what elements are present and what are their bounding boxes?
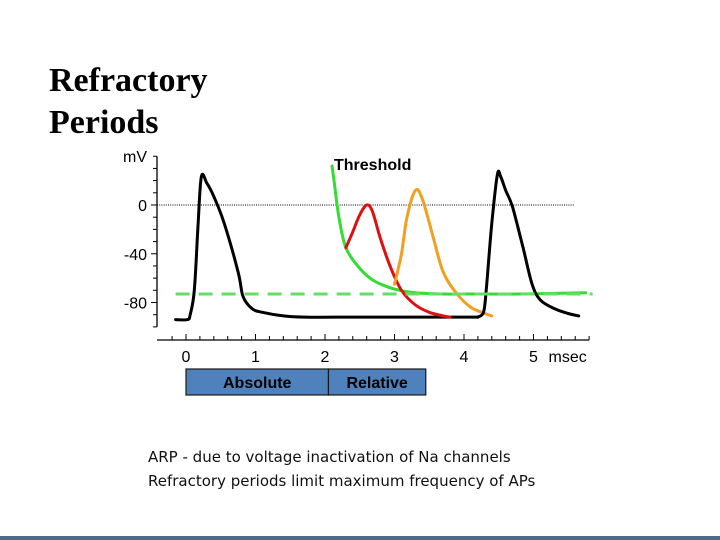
y-tick-label: -80 [124, 296, 147, 313]
relative-period-bar [327, 368, 427, 396]
early-response-curve [344, 203, 452, 319]
x-tick-label: 5 [529, 349, 538, 366]
absolute-period-label: Absolute [223, 375, 292, 392]
absolute-period-bar [185, 368, 330, 396]
y-tick-label: -40 [124, 247, 147, 264]
caption-line-1: ARP - due to voltage inactivation of Na … [148, 448, 511, 466]
x-tick-label: 1 [251, 349, 260, 366]
x-tick-label: 2 [321, 349, 330, 366]
threshold-label: Threshold [334, 157, 411, 174]
late-response-curve [393, 187, 494, 318]
caption-line-2: Refractory periods limit maximum frequen… [148, 472, 536, 490]
caption: ARP - due to voltage inactivation of Na … [148, 445, 535, 493]
slide-title-line-1: Refractory [49, 62, 208, 99]
slide-title-line-2: Periods [49, 104, 159, 141]
first-action-potential [174, 172, 480, 322]
slide-bottom-border [0, 536, 720, 540]
y-tick-label: 0 [138, 198, 147, 215]
x-axis-label: msec [549, 349, 587, 366]
x-tick-label: 3 [390, 349, 399, 366]
x-tick-label: 0 [182, 349, 191, 366]
y-axis-label: mV [123, 149, 147, 166]
x-tick-label: 4 [460, 349, 469, 366]
slide-title: Refractory Periods [49, 60, 208, 144]
relative-period-label: Relative [346, 375, 407, 392]
second-action-potential [476, 169, 581, 319]
threshold-curve [330, 164, 588, 296]
